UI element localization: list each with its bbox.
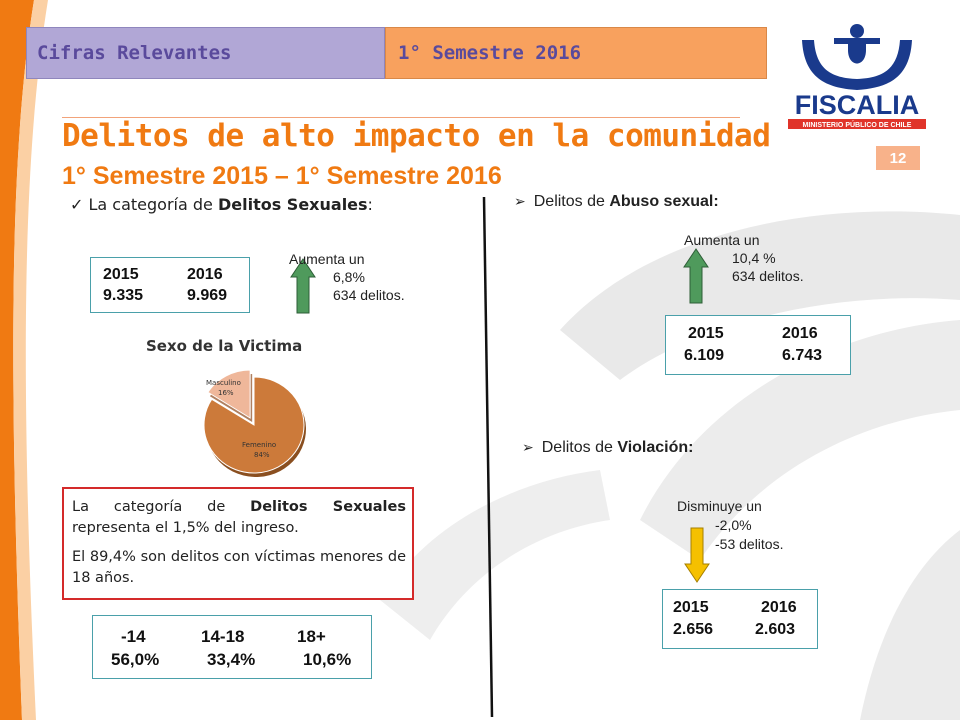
slice-pct-masculino: 16% (218, 389, 234, 397)
abuso-heading: ➢ Delitos de Abuso sexual: (514, 193, 719, 211)
violacion-heading: ➢ Delitos de Violación: (522, 439, 694, 457)
check-icon: ✓ (70, 195, 84, 214)
sexuales-heading-text: La categoría de (88, 195, 218, 214)
section-tab-cifras: Cifras Relevantes (26, 27, 385, 79)
sexuales-change-label: Aumenta un (289, 251, 365, 267)
abuso-change: Aumenta un 10,4 % 634 delitos. (684, 231, 804, 285)
slice-label-masculino: Masculino (206, 379, 241, 387)
bullet-arrow-icon: ➢ (522, 439, 534, 455)
svg-text:MINISTERIO PÚBLICO DE CHILE: MINISTERIO PÚBLICO DE CHILE (803, 120, 912, 129)
victim-sex-pie-chart: Masculino 16% Femenino 84% (203, 369, 306, 477)
page-title: Delitos de alto impacto en la comunidad (62, 118, 771, 154)
violacion-data-box: 2015 2016 2.656 2.603 (662, 589, 818, 649)
violacion-change-pct: -2,0% (715, 517, 752, 533)
age-group-under14: -14 (121, 627, 146, 646)
violacion-change-count: -53 delitos. (715, 536, 784, 552)
violacion-change-label: Disminuye un (677, 498, 762, 514)
sexuales-data-box: 2015 2016 9.335 9.969 (90, 257, 250, 313)
section-tab-label: Cifras Relevantes (37, 42, 232, 64)
violacion-value-2015: 2.656 (673, 621, 714, 638)
note-menores: El 89,4% son delitos con víctimas menore… (72, 549, 406, 586)
abuso-change-count: 634 delitos. (732, 268, 804, 284)
note-ingreso-bold: Delitos Sexuales (250, 499, 406, 515)
sexuales-change-pct: 6,8% (333, 269, 365, 285)
orange-side-decoration (0, 0, 48, 720)
sexuales-value-2015: 9.335 (103, 287, 144, 304)
age-group-box: -14 14-18 18+ 56,0% 33,4% 10,6% (92, 615, 372, 679)
abuso-value-2015: 6.109 (684, 347, 725, 364)
sexuales-year-2016: 2016 (187, 266, 223, 283)
pie-slice-masculino (207, 369, 251, 419)
abuso-heading-bold: Abuso sexual: (609, 193, 719, 210)
page-number-badge: 12 (876, 146, 920, 170)
age-pct-18plus: 10,6% (303, 650, 352, 669)
header-divider (62, 117, 740, 118)
sexuales-value-2016: 9.969 (187, 287, 228, 304)
semester-tab: 1° Semestre 2016 (385, 27, 767, 79)
sexuales-change-count: 634 delitos. (333, 287, 405, 303)
sexuales-note-box: La categoría de Delitos Sexuales represe… (62, 487, 414, 600)
sexuales-heading: ✓ La categoría de Delitos Sexuales: (70, 195, 373, 214)
sexuales-change: Aumenta un 6,8% 634 delitos. (289, 250, 405, 304)
arrow-up-icon (290, 258, 316, 314)
svg-text:FISCALIA: FISCALIA (795, 90, 920, 120)
slice-label-femenino: Femenino (242, 441, 276, 449)
sexuales-heading-colon: : (367, 195, 373, 214)
abuso-change-pct: 10,4 % (732, 250, 776, 266)
pie-slices (203, 369, 306, 477)
age-group-14-18: 14-18 (201, 627, 245, 646)
violacion-value-2016: 2.603 (755, 621, 796, 638)
age-pct-under14: 56,0% (111, 650, 160, 669)
violacion-year-2016: 2016 (761, 599, 797, 616)
page-subtitle: 1° Semestre 2015 – 1° Semestre 2016 (62, 162, 502, 190)
bullet-arrow-icon: ➢ (514, 193, 526, 209)
note-ingreso-tail: representa el 1,5% del ingreso. (72, 520, 299, 536)
note-ingreso-text: La categoría de (72, 499, 251, 515)
abuso-year-2016: 2016 (782, 325, 818, 342)
age-group-18plus: 18+ (297, 627, 326, 646)
sexuales-heading-bold: Delitos Sexuales (217, 195, 368, 214)
arrow-up-icon (683, 248, 709, 304)
chart-title: Sexo de la Victima (146, 337, 303, 355)
abuso-data-box: 2015 2016 6.109 6.743 (665, 315, 851, 375)
abuso-value-2016: 6.743 (782, 347, 823, 364)
violacion-year-2015: 2015 (673, 599, 709, 616)
fiscalia-logo: FISCALIA MINISTERIO PÚBLICO DE CHILE (788, 24, 926, 129)
abuso-heading-text: Delitos de (533, 193, 610, 210)
slice-pct-femenino: 84% (254, 451, 270, 459)
semester-tab-label: 1° Semestre 2016 (398, 42, 582, 64)
arrow-down-icon (684, 527, 710, 583)
age-pct-14-18: 33,4% (207, 650, 256, 669)
violacion-heading-bold: Violación: (617, 439, 694, 456)
center-divider (482, 197, 494, 717)
violacion-change: Disminuye un -2,0% -53 delitos. (677, 497, 783, 554)
sexuales-year-2015: 2015 (103, 266, 139, 283)
abuso-change-label: Aumenta un (684, 232, 760, 248)
violacion-heading-text: Delitos de (541, 439, 618, 456)
note-ingreso: La categoría de Delitos Sexuales represe… (72, 497, 406, 539)
abuso-year-2015: 2015 (688, 325, 724, 342)
pie-slice-femenino (203, 376, 305, 474)
